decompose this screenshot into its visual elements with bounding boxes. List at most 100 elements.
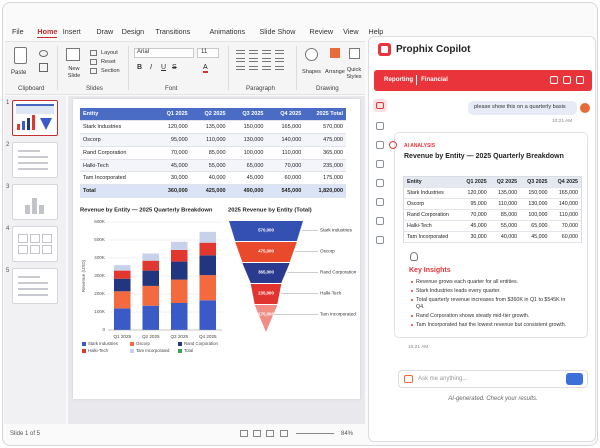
style-button[interactable]: A — [203, 64, 208, 73]
bar-segment — [170, 261, 188, 280]
table-cell: Q2 2025 — [190, 108, 229, 122]
rail-icon[interactable] — [376, 217, 384, 225]
menu-item[interactable]: Insert — [62, 27, 81, 36]
group-label: Drawing — [316, 85, 339, 92]
slide-thumbnail[interactable] — [12, 226, 58, 262]
header-action[interactable] — [576, 76, 584, 84]
rail-icon[interactable] — [376, 179, 384, 187]
table-cell: Rand Corporation — [80, 146, 153, 160]
category-label: Stark Industries — [320, 228, 353, 233]
menu-item[interactable]: View — [343, 27, 359, 36]
rail-icon[interactable] — [376, 102, 384, 109]
button-label[interactable]: Reset — [101, 59, 116, 65]
menu-item[interactable]: Transitions — [155, 27, 191, 36]
rail-icon[interactable] — [376, 122, 384, 130]
menu-item[interactable]: Draw — [96, 27, 114, 36]
table-cell: 60,000 — [266, 171, 305, 186]
chat-input[interactable] — [398, 370, 588, 388]
insight: Stark Industries leads every quarter. — [416, 288, 501, 294]
style-button[interactable]: I — [150, 64, 152, 71]
thumb-line — [18, 156, 48, 158]
send-button[interactable] — [566, 373, 583, 385]
paragraph-icon — [236, 58, 245, 62]
legend-swatch — [82, 342, 86, 346]
funnel-segment — [229, 221, 303, 241]
view-icon[interactable] — [253, 430, 261, 437]
menu-item[interactable]: Help — [368, 27, 384, 36]
zoom-slider[interactable] — [296, 433, 334, 434]
menu-item[interactable]: File — [12, 27, 24, 36]
table-cell: 45,000 — [228, 171, 267, 186]
x-tick-label: Q1 2025 — [113, 334, 131, 339]
thumb-bar — [32, 115, 35, 130]
menu-item[interactable]: Home — [37, 27, 58, 38]
footer-note: AI-generated. Check your results. — [448, 396, 538, 402]
thumb-grid — [18, 245, 28, 254]
bar-segment — [142, 260, 160, 271]
table-row: Total 360,000 425,000 490,000 545,000 1,820,0… — [80, 184, 346, 199]
button-label[interactable]: Paste — [11, 70, 27, 76]
rail-icon[interactable] — [376, 236, 384, 244]
bullet — [411, 314, 413, 317]
button-label[interactable]: Layout — [101, 50, 118, 56]
thumb-bar — [17, 124, 20, 130]
legend-label: Rand Corporation — [184, 341, 219, 346]
chart-title: Revenue by Entity — 2025 Quarterly Break… — [80, 208, 213, 214]
table-cell: 165,000 — [550, 187, 582, 199]
menu-item[interactable]: Review — [309, 27, 334, 36]
group-label: Clipboard — [18, 85, 45, 92]
rail-icon[interactable] — [376, 198, 384, 206]
font-size[interactable]: 11 — [201, 49, 208, 55]
menu-item[interactable]: Design — [121, 27, 145, 36]
slide-thumbnail[interactable] — [12, 268, 58, 304]
font-name[interactable]: Arial — [137, 49, 150, 55]
thumb-line — [18, 162, 48, 164]
table-cell: 110,000 — [266, 146, 305, 160]
style-button[interactable]: U — [161, 64, 167, 71]
button-label[interactable]: Shapes — [302, 69, 321, 75]
table-cell: 60,000 — [550, 231, 582, 243]
header-action[interactable] — [550, 76, 558, 84]
table-cell: 110,000 — [489, 198, 521, 210]
button-label[interactable]: Section — [101, 68, 120, 74]
style-button[interactable]: S — [172, 64, 177, 71]
slide-thumbnail[interactable] — [12, 142, 58, 178]
rail-icon[interactable] — [376, 141, 384, 149]
table-cell: Q3 2025 — [228, 108, 267, 122]
paragraph-icon — [249, 58, 258, 62]
thumb-line — [18, 294, 48, 296]
table-row: Entity Q1 2025 Q2 2025 Q3 2025 Q4 2025 2025 T… — [80, 108, 346, 122]
menu-item[interactable]: Animations — [209, 27, 246, 36]
legend-label: Halki-Tech — [88, 348, 109, 353]
view-icon[interactable] — [280, 430, 288, 437]
table-cell: 70,000 — [550, 220, 582, 232]
table-cell: 45,000 — [152, 159, 191, 173]
value-label: 570,000 — [258, 228, 274, 233]
header-action[interactable] — [563, 76, 571, 84]
table-cell: 65,000 — [520, 220, 551, 232]
button-label[interactable]: New Slide — [67, 66, 81, 79]
thumb-line — [18, 282, 48, 284]
button-label[interactable]: Arrange — [325, 69, 345, 75]
menu-item[interactable]: Slide Show — [259, 27, 296, 36]
rail-icon[interactable] — [376, 160, 384, 168]
logo-inner — [381, 46, 388, 53]
thumb-grid — [30, 234, 40, 243]
context-tab[interactable]: Financial — [421, 76, 448, 83]
context-tab[interactable]: Reporting — [384, 76, 414, 83]
thumb-bar — [32, 198, 37, 214]
table-row: Tam Incorporated 30,000 40,000 45,000 60,000 — [403, 231, 582, 243]
style-button[interactable]: B — [137, 64, 143, 71]
x-tick-label: Q2 2025 — [142, 334, 160, 339]
y-tick-label: 0 — [102, 327, 105, 332]
button-label[interactable]: Quick Styles — [346, 67, 362, 80]
table-cell: 40,000 — [489, 231, 521, 243]
view-icon[interactable] — [240, 430, 248, 437]
view-icon[interactable] — [266, 430, 274, 437]
y-tick-label: 400K — [94, 255, 106, 260]
table-cell: 55,000 — [489, 220, 521, 232]
table-cell: 70,000 — [459, 209, 490, 221]
table-cell: 150,000 — [520, 187, 551, 199]
bar-segment — [170, 279, 188, 303]
